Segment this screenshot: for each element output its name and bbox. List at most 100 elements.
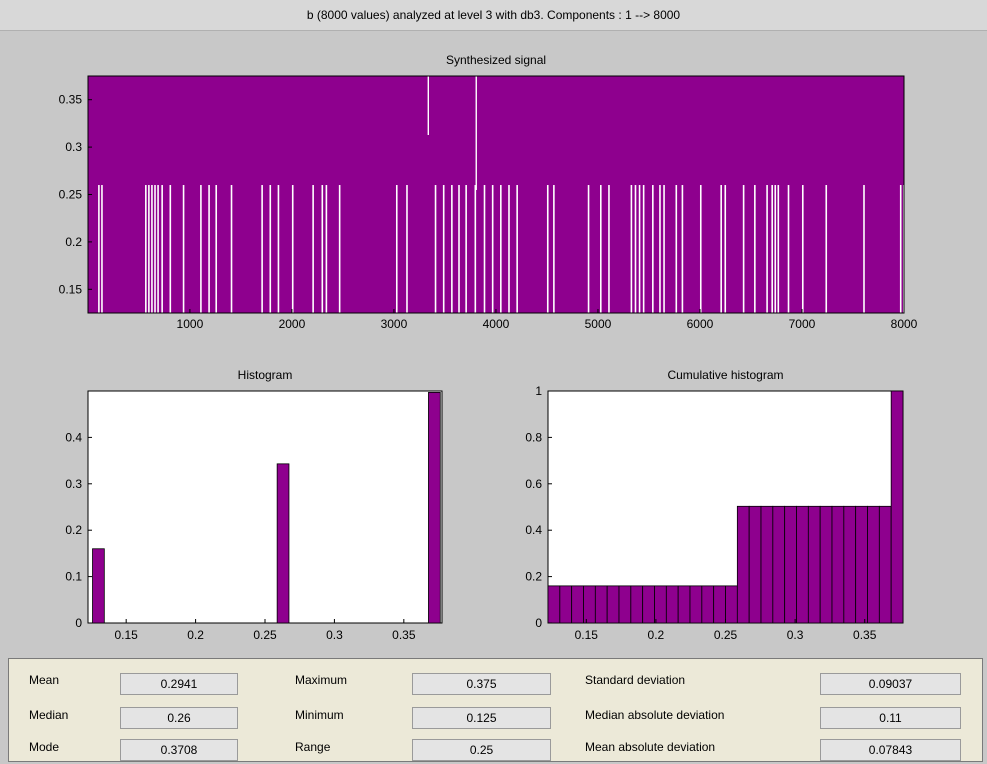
histogram-y-tick-label: 0 [75,616,82,630]
cumulative-histogram-ticks: 0.15 0.2 0.25 0.3 0.35 0 0.2 0.4 0.6 0.8 1 [525,384,876,642]
signal-dip-35 [546,185,549,313]
minimum-value-field[interactable]: 0.125 [412,707,551,729]
signal-dip-3 [148,185,150,313]
cumulative-histogram-plot[interactable]: Cumulative histogram 0.15 0.2 0.25 0.3 0.350… [525,368,904,642]
signal-dip-44 [652,185,654,313]
signal-y-tick-label: 0.25 [59,188,83,202]
signal-dip-32 [500,185,502,313]
signal-dip-36 [553,185,555,313]
signal-dip-42 [638,185,641,313]
median-absolute-deviation-value-field[interactable]: 0.11 [820,707,961,729]
cumulative-histogram-title: Cumulative histogram [667,368,783,382]
cumulative-bar-2 [571,585,584,624]
signal-x-tick-label: 8000 [891,317,918,331]
histogram-y-tick-label: 0.4 [65,430,82,444]
cumulative-bar-16 [736,505,750,624]
cumulative-bar-21 [796,505,809,624]
signal-dip-7 [161,185,163,313]
signal-dip-39 [608,185,610,313]
signal-dip-54 [766,185,768,313]
signal-dip-2 [145,185,147,313]
signal-y-tick-label: 0.15 [59,282,83,296]
signal-y-tick-label: 0.2 [65,235,82,249]
signal-dip-8 [169,185,172,313]
cumulative-bar-24 [831,505,845,624]
signal-dip-29 [474,185,477,313]
cumulative-bar-1 [559,585,573,624]
cumulative-histogram-marks [547,390,904,624]
histogram-plot[interactable]: Histogram 0.15 0.2 0.25 0.3 0.3500.10.20.30.… [65,368,443,642]
signal-dip-28 [465,185,467,313]
cumulative-bar-4 [594,585,608,624]
signal-dip-58 [787,185,790,313]
cumulative-bar-3 [583,585,596,624]
cumulative-bar-23 [819,505,833,624]
median-absolute-deviation-label: Median absolute deviation [585,708,725,722]
cumulative-bar-20 [784,505,797,624]
signal-dip-6 [157,185,159,313]
range-value-field[interactable]: 0.25 [412,739,551,761]
signal-dip-12 [215,185,218,313]
cumulative-x-tick-label: 0.15 [575,628,599,642]
signal-dip-19 [321,185,324,313]
cumulative-bar-15 [725,585,738,624]
cumulative-x-tick-label: 0.2 [648,628,665,642]
signal-dip-50 [720,185,722,313]
signal-y-tick-label: 0.3 [65,140,82,154]
window-title: b (8000 values) analyzed at level 3 with… [0,0,987,31]
synthesized-signal-plot[interactable]: Synthesized signal 1000 2000 3000 4000 5000 6… [59,53,918,331]
standard-deviation-value-field[interactable]: 0.09037 [820,673,961,695]
signal-dip-51 [724,185,727,313]
signal-fill [88,76,904,313]
cumulative-y-tick-label: 0.4 [525,523,542,537]
cumulative-y-tick-label: 1 [535,384,542,398]
signal-dip-31 [491,185,494,313]
mean-absolute-deviation-value-field[interactable]: 0.07843 [820,739,961,761]
maximum-value-field[interactable]: 0.375 [412,673,551,695]
mode-value-field[interactable]: 0.3708 [120,739,238,761]
histogram-bar-0 [92,548,105,624]
signal-dip-14 [261,185,263,313]
cumulative-x-tick-label: 0.35 [853,628,877,642]
signal-dip-45 [659,185,661,313]
histogram-y-tick-label: 0.3 [65,477,82,491]
signal-dip-24 [434,185,437,313]
signal-dip-10 [200,185,202,313]
signal-dip-48 [681,185,684,313]
histogram-title: Histogram [238,368,293,382]
cumulative-bar-29 [890,390,904,624]
cumulative-bar-28 [878,505,892,624]
mean-value-field[interactable]: 0.2941 [120,673,238,695]
maximum-label: Maximum [295,673,348,687]
signal-spike-1 [475,76,477,190]
signal-dip-59 [801,185,804,313]
signal-dip-1 [101,185,103,313]
cumulative-bar-8 [642,585,655,624]
signal-dip-53 [754,185,756,313]
minimum-label: Minimum [295,708,344,722]
median-value-field[interactable]: 0.26 [120,707,238,729]
signal-dip-37 [587,185,590,313]
signal-dip-30 [483,185,486,313]
cumulative-bar-0 [547,585,561,624]
signal-dip-26 [451,185,453,313]
cumulative-bar-17 [748,505,762,624]
signal-x-tick-label: 5000 [585,317,612,331]
standard-deviation-label: Standard deviation [585,673,686,687]
signal-dip-40 [630,185,633,313]
signal-x-tick-label: 1000 [177,317,204,331]
signal-spike-0 [427,76,430,135]
cumulative-y-tick-label: 0.8 [525,430,542,444]
signal-dip-49 [699,185,702,313]
cumulative-y-tick-label: 0 [535,616,542,630]
signal-dip-25 [442,185,445,313]
signal-dip-52 [742,185,745,313]
cumulative-y-tick-label: 0.2 [525,570,542,584]
signal-dip-33 [508,185,510,313]
signal-x-tick-label: 4000 [483,317,510,331]
signal-dip-17 [291,185,294,313]
signal-dip-61 [863,185,865,313]
signal-dip-27 [458,185,460,313]
plots-canvas: Synthesized signal 1000 2000 3000 4000 5000 6… [59,53,918,642]
histogram-ticks: 0.15 0.2 0.25 0.3 0.35 0 0.1 0.2 0.3 0.4 [65,430,416,642]
